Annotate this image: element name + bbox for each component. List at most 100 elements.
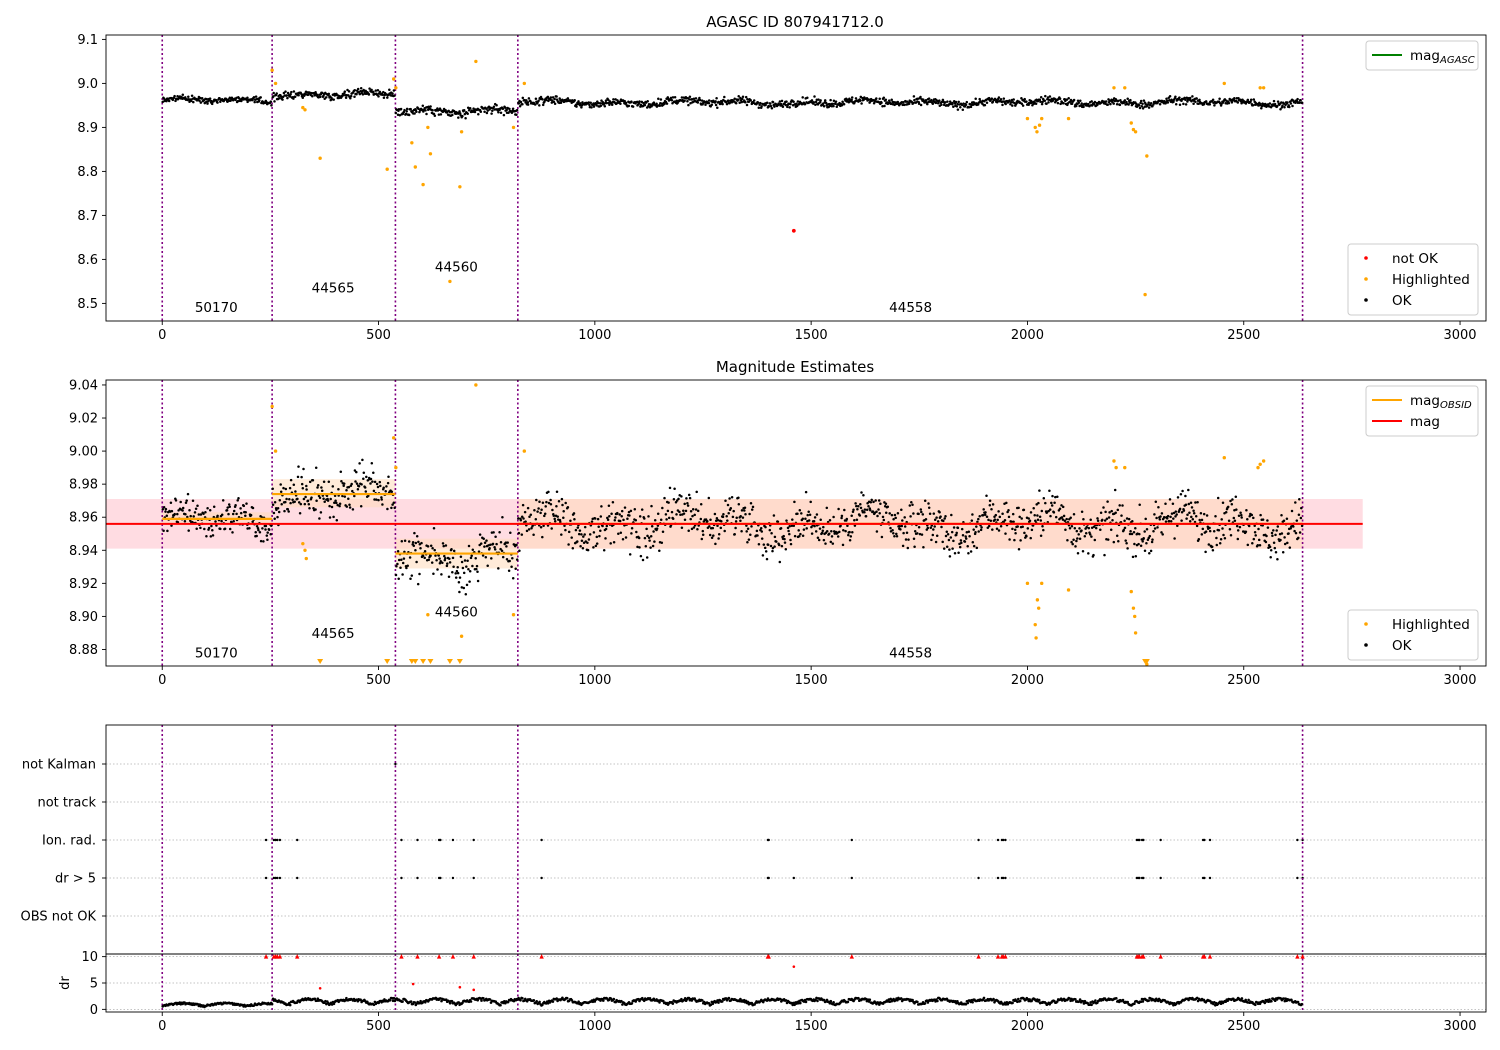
estimates-ok-point	[364, 490, 368, 493]
agasc-highlighted-point	[1035, 130, 1039, 134]
estimates-highlighted-point	[1114, 465, 1118, 470]
estimates-ok-point	[929, 526, 933, 530]
estimates-ok-point	[572, 512, 576, 515]
agasc-ytick-label: 9.0	[77, 77, 98, 92]
agasc-ok-point	[452, 109, 456, 113]
estimates-ok-point	[882, 518, 886, 522]
estimates-ok-point	[1039, 519, 1043, 522]
estimates-ok-point	[458, 590, 461, 594]
estimates-ok-point	[508, 559, 511, 563]
estimates-ok-point	[1176, 496, 1180, 499]
agasc-ok-point	[759, 101, 762, 105]
agasc-highlighted-point	[511, 125, 516, 130]
agasc-ok-point	[293, 95, 297, 99]
estimates-ok-point	[1056, 495, 1059, 499]
agasc-ok-point	[438, 107, 442, 110]
agasc-ok-point	[424, 109, 427, 112]
estimates-ok-point	[450, 548, 453, 551]
estimates-ok-point	[1202, 512, 1206, 516]
agasc-ok-point	[725, 102, 729, 106]
estimates-ok-point	[476, 579, 480, 583]
dr-ok-point	[750, 1001, 754, 1005]
agasc-ok-point	[1115, 103, 1119, 106]
estimates-ok-point	[1275, 529, 1278, 532]
estimates-ok-point	[869, 509, 872, 512]
estimates-ok-point	[533, 508, 536, 512]
estimates-ok-point	[419, 547, 422, 550]
estimates-ok-point	[1030, 528, 1034, 532]
estimates-ok-point	[280, 502, 283, 506]
agasc-ok-point	[1117, 99, 1120, 103]
estimates-ok-point	[895, 535, 899, 538]
estimates-ok-point	[1207, 543, 1211, 546]
estimates-ok-point	[457, 581, 461, 584]
estimates-ok-point	[755, 529, 759, 533]
dr-ok-point	[899, 997, 903, 1000]
agasc-ok-point	[1260, 107, 1263, 110]
estimates-ok-point	[739, 514, 742, 518]
estimates-ok-point	[737, 502, 741, 506]
estimates-ok-point	[441, 561, 444, 564]
estimates-ok-point	[441, 542, 445, 545]
estimates-ok-point	[1148, 552, 1151, 555]
estimates-ok-point	[334, 499, 337, 502]
dr-clipped-marker	[471, 954, 476, 959]
estimates-ok-point	[1252, 537, 1256, 541]
dr-ok-point	[1244, 998, 1247, 1002]
estimates-ok-point	[807, 510, 810, 514]
agasc-legend-label: not OK	[1392, 251, 1439, 267]
estimates-ok-point	[933, 525, 936, 528]
estimates-ok-point	[583, 533, 586, 536]
estimates-ok-point	[1073, 526, 1077, 530]
estimates-ok-point	[1226, 505, 1230, 509]
agasc-obsid-label: 50170	[195, 300, 238, 316]
estimates-ok-point	[859, 502, 862, 506]
estimates-ok-point	[674, 501, 678, 504]
estimates-ok-point	[335, 501, 338, 505]
dr-outlier-point	[792, 965, 796, 968]
agasc-ok-point	[1197, 102, 1200, 106]
estimates-ok-point	[1106, 538, 1110, 541]
flags-category-label: dr > 5	[55, 872, 96, 887]
flags-point	[540, 838, 543, 842]
estimates-ok-point	[470, 554, 473, 557]
estimates-ok-point	[816, 536, 820, 539]
estimates-ok-point	[1075, 529, 1079, 533]
agasc-ok-point	[391, 92, 394, 95]
dr-ok-point	[1254, 1003, 1257, 1007]
estimates-ok-point	[1042, 528, 1045, 532]
estimates-ok-point	[612, 540, 616, 544]
estimates-ok-point	[1235, 524, 1239, 528]
dr-ok-point	[482, 997, 485, 1000]
estimates-ok-point	[355, 470, 358, 474]
estimates-ok-point	[211, 529, 214, 532]
estimates-ok-point	[807, 519, 811, 522]
estimates-ok-point	[211, 534, 215, 537]
flags-point	[1296, 876, 1299, 880]
dr-ok-point	[391, 999, 395, 1003]
estimates-ok-point	[283, 509, 286, 513]
estimates-ok-point	[348, 506, 352, 509]
estimates-ok-point	[771, 546, 775, 550]
estimates-ok-point	[640, 508, 644, 511]
estimates-ok-point	[542, 524, 545, 528]
estimates-ok-point	[812, 520, 816, 523]
estimates-ok-point	[985, 515, 989, 518]
estimates-ok-point	[435, 558, 438, 562]
dr-ok-point	[1224, 1000, 1227, 1003]
estimates-ok-point	[903, 525, 907, 528]
agasc-ok-point	[1119, 98, 1122, 102]
dr-ok-point	[382, 1000, 385, 1003]
estimates-ok-point	[961, 533, 965, 537]
estimates-ok-point	[401, 573, 404, 576]
estimates-ok-point	[653, 519, 657, 522]
estimates-ok-point	[777, 543, 781, 547]
estimates-ok-point	[1040, 509, 1044, 513]
estimates-ok-point	[1061, 518, 1065, 521]
agasc-ok-point	[409, 107, 412, 111]
dr-ok-point	[621, 1003, 624, 1006]
agasc-ok-point	[555, 95, 558, 98]
estimates-ok-point	[460, 560, 464, 564]
